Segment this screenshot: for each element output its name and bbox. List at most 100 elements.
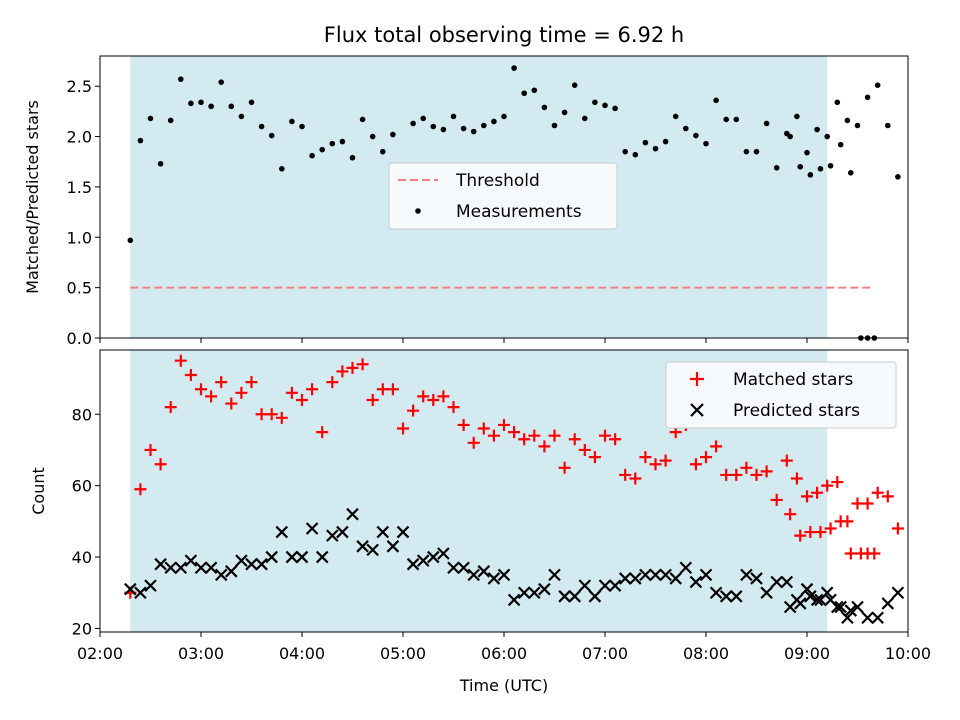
- predicted-star-point: [783, 600, 797, 614]
- matched-star-point: [498, 418, 510, 431]
- predicted-star-point: [366, 543, 379, 557]
- measurement-point: [410, 120, 416, 127]
- legend-measurements-label: Measurements: [456, 202, 582, 222]
- matched-star-point: [760, 465, 773, 478]
- predicted-star-point: [336, 525, 349, 539]
- measurement-point: [137, 137, 144, 144]
- matched-star-point: [437, 390, 450, 403]
- matched-star-point: [154, 458, 167, 471]
- measurement-point: [440, 126, 447, 133]
- bottom-x-axis: 02:00 03:00 04:00 05:00 06:00 07:00 08:00 09:00…: [77, 632, 931, 663]
- measurement-point: [874, 82, 881, 89]
- predicted-star-point: [386, 540, 400, 553]
- measurement-point: [602, 102, 608, 109]
- matched-star-point: [467, 436, 480, 449]
- measurement-point: [258, 123, 265, 130]
- measurement-point: [430, 123, 437, 130]
- matched-star-point: [558, 461, 571, 474]
- predicted-star-point: [814, 593, 827, 607]
- measurement-point: [787, 133, 793, 140]
- measurement-point: [837, 141, 844, 148]
- predicted-star-point: [184, 554, 198, 567]
- measurement-point: [847, 170, 854, 176]
- measurement-point: [804, 149, 810, 156]
- predicted-star-point: [588, 590, 602, 603]
- x-tick-label: 08:00: [683, 644, 729, 663]
- measurement-point: [723, 116, 729, 123]
- predicted-star-point: [245, 557, 258, 571]
- matched-star-point: [245, 376, 258, 389]
- top-y-axis: 0.0 0.5 1.0 1.5 2.0 2.5: [67, 77, 100, 348]
- matched-star-point: [508, 426, 521, 439]
- matched-star-point: [538, 440, 551, 453]
- predicted-star-point: [719, 590, 733, 603]
- x-tick-label: 03:00: [178, 644, 224, 663]
- measurement-point: [420, 115, 427, 122]
- measurement-point: [632, 151, 639, 158]
- top-x-axis: [99, 338, 909, 343]
- predicted-star-point: [154, 557, 167, 571]
- predicted-star-point: [841, 611, 854, 624]
- predicted-star-point: [730, 590, 743, 603]
- matched-star-point: [804, 526, 817, 539]
- predicted-star-point: [618, 572, 632, 585]
- matched-star-point: [144, 443, 157, 456]
- matched-star-point: [528, 429, 541, 442]
- predicted-star-point: [437, 547, 450, 560]
- predicted-star-point: [548, 568, 561, 582]
- x-tick-label: 04:00: [279, 644, 325, 663]
- predicted-star-point: [396, 525, 410, 539]
- matched-star-point: [891, 522, 904, 535]
- predicted-star-point: [356, 540, 369, 553]
- measurement-point: [309, 152, 315, 159]
- predicted-star-point: [275, 525, 289, 539]
- predicted-star-point: [760, 586, 773, 600]
- matched-star-point: [346, 361, 359, 374]
- matched-star-point: [730, 468, 743, 481]
- matched-star-point: [407, 404, 420, 417]
- matched-star-point: [548, 429, 561, 442]
- predicted-star-point: [225, 565, 238, 578]
- predicted-star-point: [406, 557, 420, 571]
- x-tick-label: 02:00: [77, 644, 123, 663]
- measurement-point: [127, 237, 134, 244]
- matched-star-point: [386, 383, 399, 396]
- measurement-point: [864, 94, 871, 101]
- predicted-star-point: [305, 522, 319, 535]
- legend-threshold-label: Threshold: [455, 171, 540, 191]
- measurement-point: [390, 131, 396, 138]
- measurement-point: [797, 163, 804, 170]
- matched-star-point: [215, 376, 228, 389]
- predicted-star-point: [649, 568, 662, 582]
- predicted-star-point: [861, 611, 874, 624]
- measurement-point: [531, 87, 538, 94]
- predicted-star-point: [871, 611, 884, 624]
- measurement-point: [703, 140, 709, 147]
- predicted-star-point: [608, 579, 622, 592]
- predicted-star-point: [824, 593, 837, 607]
- predicted-star-point: [750, 572, 763, 585]
- measurement-point: [349, 154, 356, 161]
- measurement-point: [279, 166, 285, 172]
- measurement-point: [157, 160, 164, 167]
- matched-star-point: [814, 526, 827, 539]
- legend-matched-swatch: [690, 372, 704, 386]
- measurement-point: [693, 132, 699, 139]
- y-tick-label: 1.5: [67, 178, 92, 197]
- predicted-star-point: [517, 586, 531, 600]
- matched-star-point: [366, 393, 379, 406]
- matched-star-point: [750, 468, 763, 481]
- matched-star-point: [285, 386, 298, 399]
- matched-star-point: [659, 454, 672, 467]
- predicted-star-point: [598, 579, 612, 592]
- y-tick-label: 80: [72, 405, 92, 424]
- x-axis-label: Time (UTC): [459, 676, 548, 695]
- predicted-star-point: [134, 586, 147, 600]
- predicted-star-point: [800, 582, 814, 596]
- measurement-point: [642, 139, 649, 146]
- measurement-point: [238, 113, 245, 120]
- matched-star-point: [578, 443, 591, 456]
- matched-star-point: [376, 383, 389, 396]
- x-tick-label: 09:00: [784, 644, 830, 663]
- measurement-point: [743, 148, 750, 155]
